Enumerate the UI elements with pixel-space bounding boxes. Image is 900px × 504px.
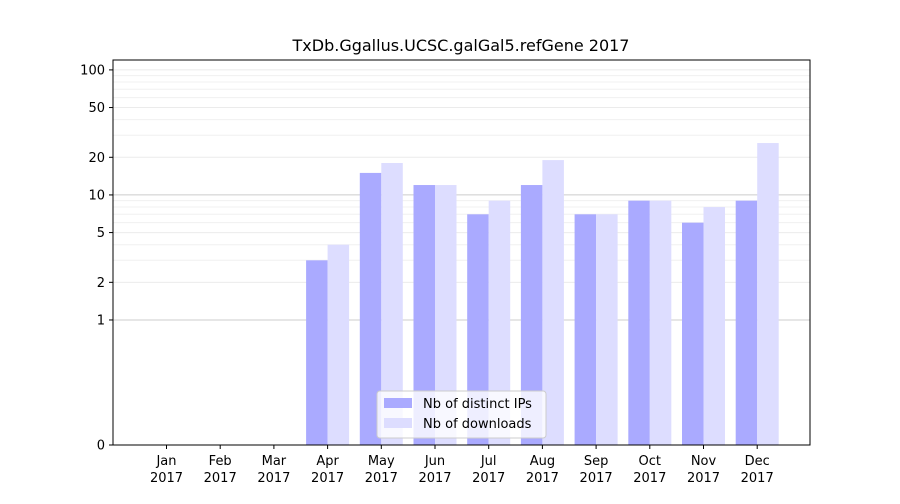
y-tick-label: 2 <box>97 276 105 291</box>
x-tick-label-year: 2017 <box>472 471 505 486</box>
bar <box>413 185 435 445</box>
bar <box>381 163 403 445</box>
bar <box>467 214 489 445</box>
bar <box>596 214 618 445</box>
x-tick-label: Mar <box>262 454 287 469</box>
x-tick-label-year: 2017 <box>257 471 290 486</box>
x-tick-label: Jul <box>480 454 497 469</box>
x-tick-label: Dec <box>745 454 770 469</box>
bar <box>703 207 725 445</box>
y-tick-label: 10 <box>88 188 105 203</box>
bar <box>682 222 704 445</box>
bar <box>435 185 457 445</box>
bar <box>359 172 382 445</box>
legend: Nb of distinct IPs Nb of downloads <box>376 390 547 439</box>
bar <box>757 143 779 445</box>
x-tick-label: Aug <box>530 454 555 469</box>
x-tick-label: May <box>368 454 395 469</box>
x-tick-label: Oct <box>639 454 661 469</box>
bar <box>628 200 650 445</box>
x-tick-label-year: 2017 <box>204 471 237 486</box>
x-tick-label-year: 2017 <box>741 471 774 486</box>
x-tick-label: Jun <box>424 454 445 469</box>
bar <box>542 160 564 445</box>
x-tick-label-year: 2017 <box>633 471 666 486</box>
chart-title: TxDb.Ggallus.UCSC.galGal5.refGene 2017 <box>292 36 630 55</box>
x-tick-label-year: 2017 <box>418 471 451 486</box>
x-tick-label: Jan <box>155 454 176 469</box>
bar <box>327 244 350 445</box>
x-tick-label: Feb <box>209 454 232 469</box>
bar <box>649 200 672 445</box>
y-tick-label: 100 <box>80 63 105 78</box>
legend-box <box>376 390 547 439</box>
plot-frame <box>112 59 811 446</box>
bar <box>735 200 758 445</box>
bar <box>488 200 511 445</box>
legend-swatch <box>384 418 412 428</box>
y-tick-label: 20 <box>88 151 105 166</box>
legend-label: Nb of downloads <box>423 417 532 432</box>
bars <box>306 143 779 445</box>
y-tick-label: 5 <box>97 226 105 241</box>
x-tick-label-year: 2017 <box>687 471 720 486</box>
y-tick-label: 0 <box>97 439 105 454</box>
bar <box>520 185 543 445</box>
x-tick-label: Apr <box>316 454 339 469</box>
x-tick-label-year: 2017 <box>150 471 183 486</box>
axes: 0 1 2 5 10 20 50 100 Jan 2017 Feb 2017 Mar 2017 Apr 201… <box>80 59 811 486</box>
x-tick-label: Nov <box>691 454 717 469</box>
legend-label: Nb of distinct IPs <box>423 397 532 412</box>
x-tick-label-year: 2017 <box>311 471 344 486</box>
x-tick-label-year: 2017 <box>526 471 559 486</box>
y-tick-label: 1 <box>97 313 105 328</box>
bar <box>306 260 328 445</box>
x-tick-label-year: 2017 <box>365 471 398 486</box>
bar <box>574 214 597 445</box>
legend-swatch <box>384 398 412 408</box>
x-tick-label: Sep <box>584 454 609 469</box>
y-tick-label: 50 <box>88 101 105 116</box>
x-tick-label-year: 2017 <box>580 471 613 486</box>
